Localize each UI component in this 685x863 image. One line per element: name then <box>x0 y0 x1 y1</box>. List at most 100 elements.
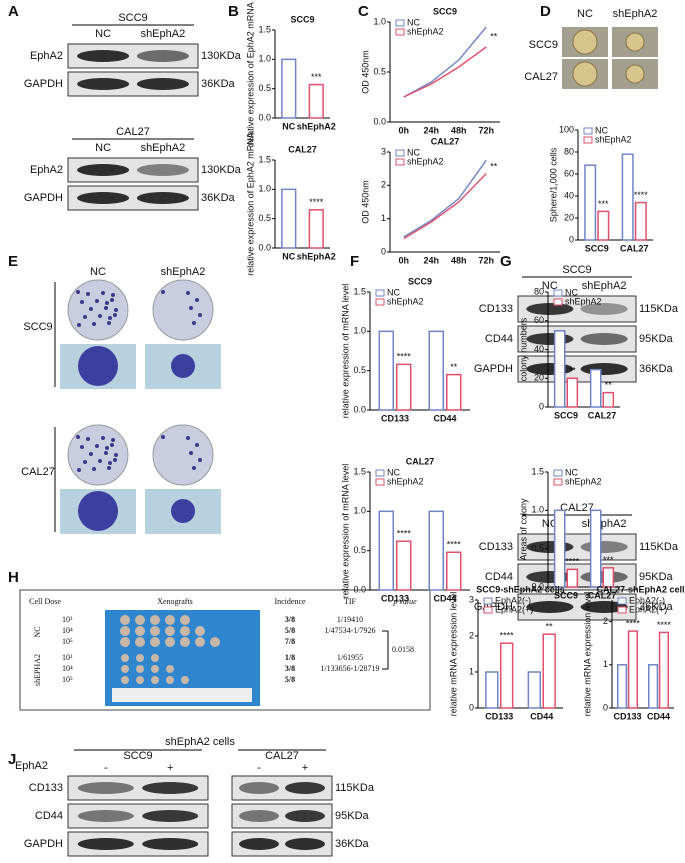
bar <box>485 671 499 709</box>
y-axis-label: relative expression of mRNA level <box>340 464 350 599</box>
tumor <box>151 676 159 684</box>
band <box>285 810 325 822</box>
y-tick-label: 0.5 <box>258 213 271 223</box>
chart-title: CAL27 <box>431 136 460 146</box>
size-label: 95KDa <box>639 571 674 583</box>
bar <box>446 373 462 411</box>
bar <box>542 633 556 709</box>
colony <box>107 321 111 325</box>
x-tick-label: SCC9 <box>585 243 609 253</box>
band <box>239 810 279 822</box>
panel-letter: E <box>8 253 18 270</box>
colony <box>104 306 108 310</box>
panel-letter: A <box>8 3 19 20</box>
y-tick-label: 1.0 <box>531 505 544 515</box>
dish <box>67 424 129 486</box>
annotation: ** <box>605 380 613 390</box>
annotation: **** <box>397 529 412 539</box>
size-label: 36KDa <box>201 78 236 90</box>
x-tick-label: CD44 <box>433 413 456 423</box>
annotation: ** <box>546 622 554 632</box>
size-label: 95KDa <box>639 333 674 345</box>
lane-label: + <box>302 762 308 774</box>
x-tick-label: CD133 <box>485 711 513 721</box>
x-tick-label: 24h <box>423 125 439 135</box>
dish <box>67 279 129 341</box>
colony <box>77 323 81 327</box>
dose: 10⁵ <box>62 675 73 684</box>
colony <box>113 313 117 317</box>
band <box>239 838 279 850</box>
bar <box>584 164 597 241</box>
x-tick-label: 72h <box>478 125 494 135</box>
band <box>142 838 199 850</box>
panel-letter: G <box>500 253 512 270</box>
y-tick-label: 0.5 <box>373 66 386 76</box>
lane-label: shEphA2 <box>582 280 627 292</box>
y-tick-label: 3 <box>381 146 386 156</box>
colony <box>101 291 105 295</box>
chart-title: CAL27-shEphA2 cells <box>596 584 685 594</box>
column-label: shEphA2 <box>613 8 658 20</box>
lane-label: NC <box>542 280 558 292</box>
blot-title: CAL27 <box>560 502 594 514</box>
colony <box>114 308 118 312</box>
x-tick-label: CAL27 <box>588 590 617 600</box>
tumor <box>195 637 205 647</box>
tumor <box>120 615 130 625</box>
tumor <box>150 637 160 647</box>
band <box>77 50 130 62</box>
bar <box>281 188 297 249</box>
chart-title: CAL27 <box>406 456 435 466</box>
colony <box>95 299 99 303</box>
bar <box>602 567 615 588</box>
x-tick-label: NC <box>282 121 295 131</box>
colony <box>192 321 196 325</box>
bar <box>553 509 566 588</box>
row-label: GAPDH <box>24 78 63 90</box>
y-tick-label: 20 <box>564 212 574 222</box>
size-label: 115KDa <box>335 782 375 794</box>
panel-letter: H <box>8 569 19 586</box>
colony <box>110 443 114 447</box>
band <box>142 810 199 822</box>
legend-label: shEphA2 <box>595 134 632 144</box>
tif: 1/19410 <box>337 615 363 624</box>
tumor <box>135 626 145 636</box>
incidence: 3/8 <box>285 615 295 624</box>
size-label: 95KDa <box>335 810 370 822</box>
x-tick-label: shEphA2 <box>297 121 336 131</box>
legend-label: NC <box>407 17 420 27</box>
y-tick-label: 0 <box>539 401 544 411</box>
tumor <box>150 615 160 625</box>
x-tick-label: 48h <box>451 255 467 265</box>
chart-title: SCC9 <box>290 14 314 24</box>
colony <box>98 314 102 318</box>
bar <box>308 209 324 249</box>
tif: 1/133656-1/28719 <box>320 664 379 673</box>
x-tick-label: 72h <box>478 255 494 265</box>
colony <box>83 460 87 464</box>
bar <box>627 630 639 709</box>
band <box>136 50 189 62</box>
y-axis-label: relative mRNA expression level <box>448 592 458 717</box>
x-tick-label: CD133 <box>613 711 641 721</box>
colony-zoom <box>78 491 118 531</box>
annotation: *** <box>603 555 614 565</box>
legend-swatch <box>553 298 563 306</box>
bar <box>647 664 659 709</box>
bar <box>396 363 412 411</box>
group-label: CAL27 <box>265 750 299 762</box>
line <box>403 26 487 98</box>
colony <box>110 298 114 302</box>
tumor <box>180 615 190 625</box>
y-tick-label: 0 <box>469 702 474 712</box>
tumor <box>120 637 130 647</box>
y-tick-label: 0.5 <box>258 83 271 93</box>
row-label: CD133 <box>29 782 63 794</box>
x-tick-label: CD44 <box>647 711 670 721</box>
column-label: shEphA2 <box>161 266 206 278</box>
x-tick-label: CD133 <box>381 593 409 603</box>
table-header: TIF <box>344 597 357 606</box>
legend-label: shEphA2 <box>387 476 424 486</box>
